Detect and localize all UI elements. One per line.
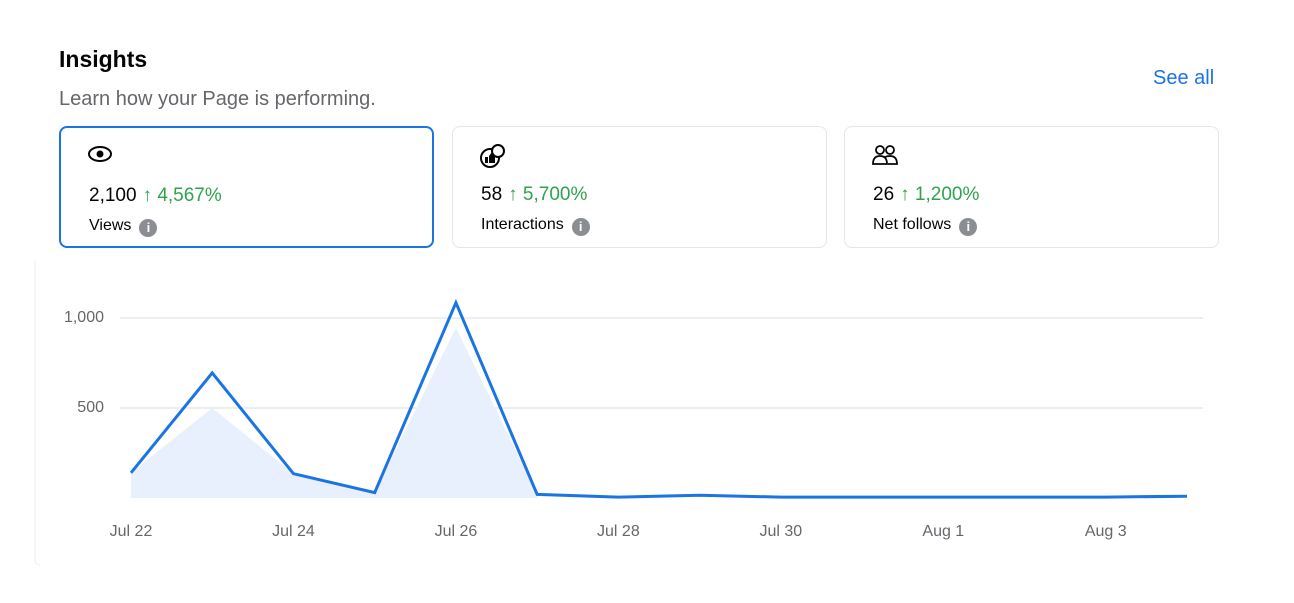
see-all-link[interactable]: See all	[1153, 67, 1215, 89]
metric: 26 ↑ 1,200%	[873, 184, 979, 206]
metric: 2,100 ↑ 4,567%	[89, 185, 222, 207]
metric-value: 2,100	[89, 185, 137, 206]
reactions-icon	[480, 144, 505, 168]
metric-change: ↑ 1,200%	[900, 184, 980, 205]
info-icon[interactable]: i	[959, 218, 978, 236]
metric: 58 ↑ 5,700%	[481, 184, 587, 206]
metric-value: 58	[481, 184, 503, 205]
x-tick-label: Jul 30	[759, 523, 802, 540]
y-tick-label: 1,000	[64, 309, 104, 326]
x-tick-label: Jul 28	[597, 523, 640, 540]
metric-change: ↑ 5,700%	[508, 184, 588, 205]
label: Interactions	[481, 216, 564, 233]
info-icon[interactable]: i	[571, 218, 590, 236]
metric-change: ↑ 4,567%	[142, 185, 222, 206]
people-icon	[872, 145, 898, 165]
label: Views	[89, 217, 132, 234]
line	[129, 298, 1188, 499]
x-tick-label: Jul 26	[435, 523, 478, 540]
views-card[interactable]: 2,100 ↑ 4,567% Views i	[59, 126, 434, 248]
y-tick-label: 500	[77, 399, 104, 416]
metric-label: Net follows i	[873, 216, 978, 236]
area	[131, 327, 538, 498]
x-tick-label: Aug 1	[922, 523, 964, 540]
metric-value: 26	[873, 184, 895, 205]
follows-card[interactable]: 26 ↑ 1,200% Net follows i	[844, 126, 1219, 248]
change-value: 4,567%	[157, 185, 222, 206]
metric-label: Interactions i	[481, 216, 590, 236]
x-tick-label: Aug 3	[1085, 523, 1127, 540]
x-tick-label: Jul 22	[110, 523, 153, 540]
label: Net follows	[873, 216, 952, 233]
eye-icon	[88, 146, 112, 162]
chart-frame	[34, 260, 41, 566]
title: Insights	[59, 46, 148, 72]
subtitle: Learn how your Page is performing.	[59, 88, 376, 110]
x-tick-label: Jul 24	[272, 523, 315, 540]
change-value: 5,700%	[522, 184, 588, 205]
info-icon[interactable]: i	[139, 219, 158, 237]
metric-label: Views i	[89, 217, 158, 237]
change-value: 1,200%	[914, 184, 980, 205]
interactions-card[interactable]: 58 ↑ 5,700% Interactions i	[452, 126, 827, 248]
